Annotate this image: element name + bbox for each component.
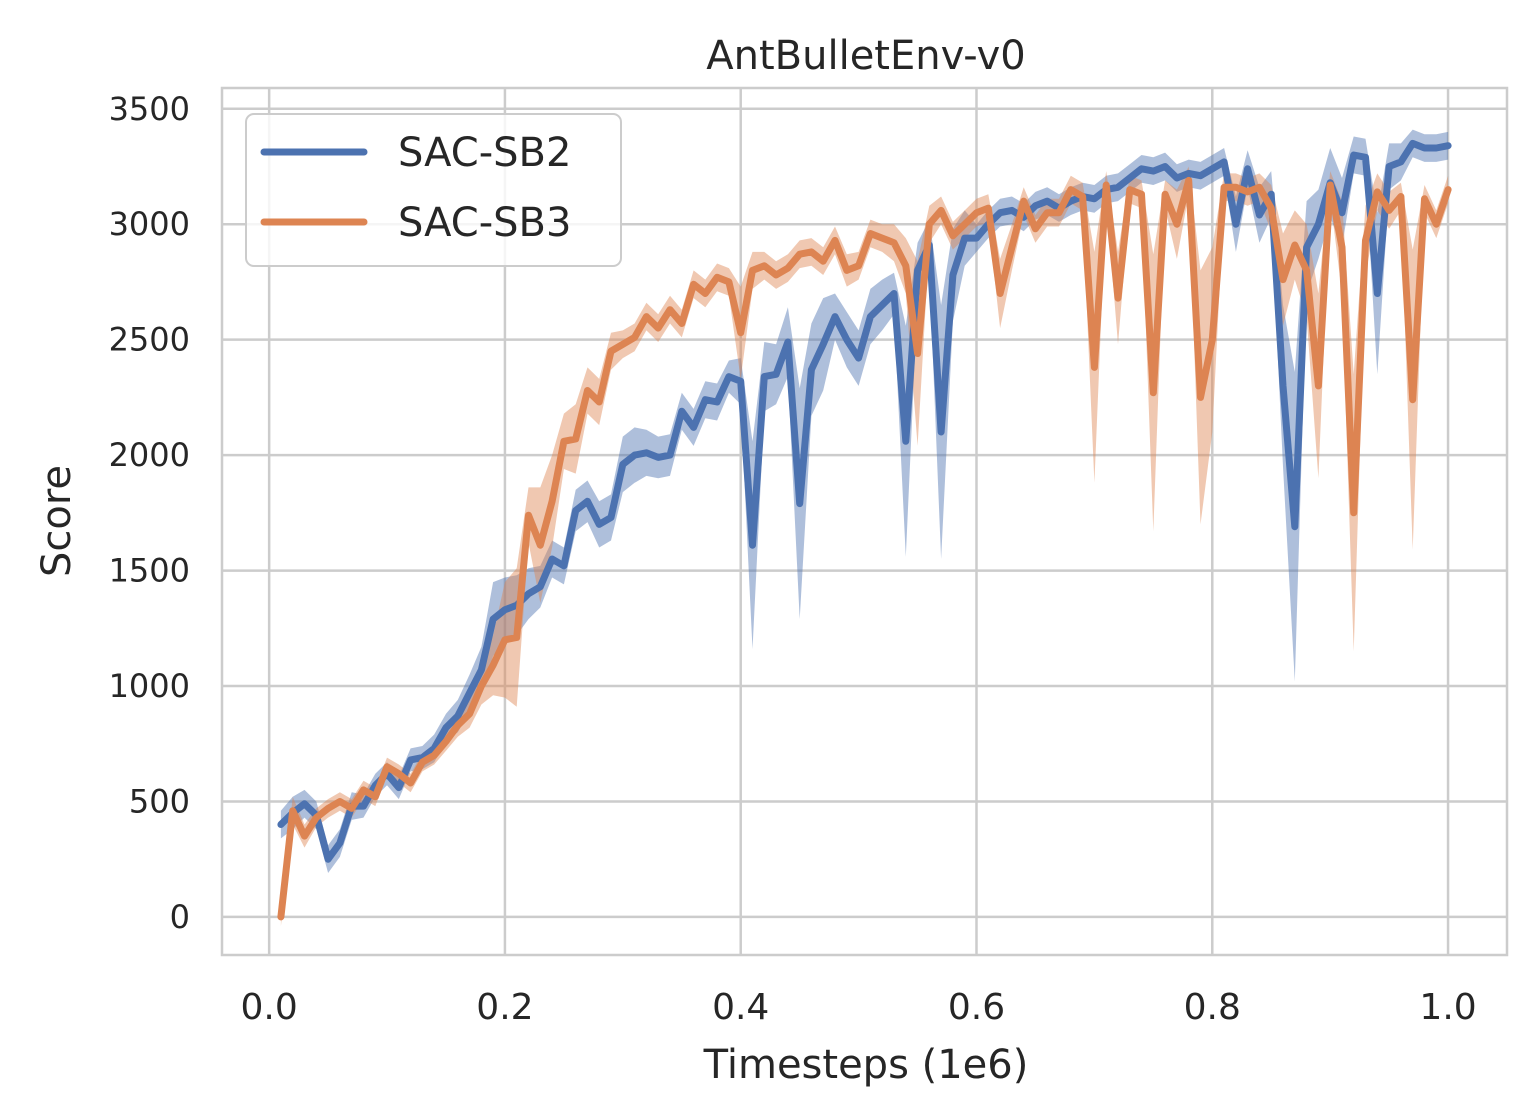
x-axis-label: Timesteps (1e6) bbox=[703, 1042, 1029, 1088]
x-tick-label: 0.4 bbox=[712, 987, 769, 1028]
x-tick-label: 0.8 bbox=[1184, 987, 1241, 1028]
y-tick-label: 3500 bbox=[109, 90, 190, 128]
y-tick-label: 500 bbox=[129, 782, 190, 820]
x-tick-labels: 0.0 0.2 0.4 0.6 0.8 1.0 bbox=[241, 987, 1477, 1028]
legend-label-sac-sb3: SAC-SB3 bbox=[398, 200, 571, 246]
x-tick-label: 1.0 bbox=[1419, 987, 1476, 1028]
y-tick-label: 1000 bbox=[109, 667, 190, 705]
y-tick-label: 2000 bbox=[109, 436, 190, 474]
y-tick-label: 3000 bbox=[109, 205, 190, 243]
series-line-sac-sb3 bbox=[277, 176, 1452, 921]
chart-title: AntBulletEnv-v0 bbox=[706, 33, 1025, 79]
y-tick-label: 2500 bbox=[109, 321, 190, 359]
legend-label-sac-sb2: SAC-SB2 bbox=[398, 130, 571, 176]
series-lines bbox=[277, 139, 1452, 921]
legend: SAC-SB2 SAC-SB3 bbox=[245, 113, 622, 267]
y-tick-labels: 0 500 1000 1500 2000 2500 3000 3500 bbox=[109, 90, 190, 936]
x-tick-label: 0.2 bbox=[476, 987, 533, 1028]
y-tick-label: 1500 bbox=[109, 552, 190, 590]
x-tick-label: 0.0 bbox=[241, 987, 298, 1028]
x-tick-label: 0.6 bbox=[948, 987, 1005, 1028]
y-axis-label: Score bbox=[34, 465, 80, 577]
plot-frame bbox=[220, 86, 1509, 957]
y-tick-label: 0 bbox=[170, 898, 190, 936]
